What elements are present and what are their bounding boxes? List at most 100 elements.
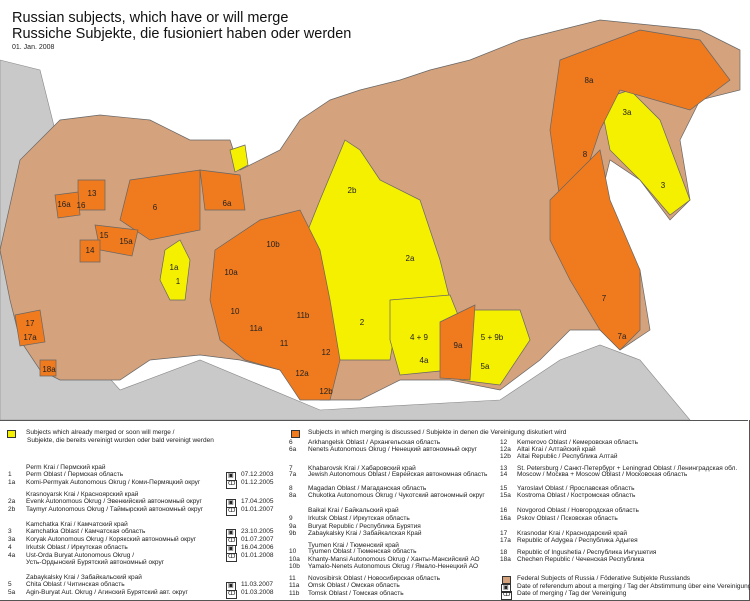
subject-number: 2a [8, 498, 16, 506]
subject-number: 9a [289, 523, 297, 530]
map-label: 12 [322, 348, 331, 357]
map-label: 7a [618, 332, 627, 341]
subject-number: 4 [8, 544, 12, 551]
subject-number: 13 [500, 465, 508, 472]
merged-swatch [7, 430, 16, 438]
subject-number: 2b [8, 505, 16, 513]
region-western-siberia [209, 209, 341, 401]
group-header: Kamchatka Krai / Камчатский край [26, 521, 128, 528]
subject-number: 12a [500, 446, 511, 453]
map-label: 15 [100, 231, 109, 240]
subject-name: Ust-Orda Buryat Autonomous Okrug / [26, 551, 135, 559]
map-label: 18a [42, 365, 56, 374]
referendum-date: 17.04.2005 [241, 498, 274, 506]
region-khabarovsk [549, 149, 641, 351]
map-label: 1 [176, 277, 181, 286]
region-nenets [199, 169, 246, 211]
subject-name: St. Petersburg / Санкт-Петербург + Lenin… [517, 465, 738, 472]
subject-name: Republic of Adygea / Республика Адыгея [517, 537, 638, 544]
subject-name: Taymyr Autonomous Okrug / Таймырский авт… [26, 505, 204, 513]
subject-number: 18 [500, 549, 508, 556]
russia-map: 1a 1 2b 2a 2 4 + 9 4a 5 + 9b 5a 9a 3a 3 … [0, 19, 741, 420]
subject-name: Perm Oblast / Пермская область [26, 471, 124, 479]
map-label: 6 [153, 203, 158, 212]
subject-number: 6a [289, 446, 297, 453]
map-label: 17 [26, 319, 35, 328]
subject-name: Zabaykalsky Krai / Забайкалская Край [308, 530, 422, 537]
subject-number: 7 [289, 465, 293, 472]
subject-number: 7a [289, 471, 297, 478]
referendum-date: 07.12.2003 [241, 471, 274, 479]
group-header: Perm Krai / Пермский край [26, 464, 106, 471]
map-label: 16 [77, 201, 86, 210]
map-label: 12b [319, 387, 333, 396]
subject-name: Kamchatka Oblast / Камчатская область [26, 528, 146, 536]
subject-name: Tomsk Oblast / Томская область [308, 590, 404, 597]
subject-name: Novosibirsk Oblast / Новосибирская облас… [308, 575, 440, 582]
region-magadan-chukotka [549, 29, 731, 201]
subject-number: 11a [289, 582, 300, 589]
title-english: Russian subjects, which have or will mer… [12, 10, 289, 26]
map-label: 12a [295, 369, 309, 378]
map-label: 1a [170, 263, 179, 272]
subject-number: 12 [500, 439, 508, 446]
subject-number: 5 [8, 581, 12, 589]
subject-number: 10 [289, 548, 297, 555]
group-header: Zabaykalsky Krai / Забайкальский край [26, 574, 142, 581]
region-kamchatka [599, 89, 691, 216]
map-date: 01. Jan. 2008 [12, 44, 55, 51]
subject-name: Omsk Oblast / Омская область [308, 582, 400, 589]
subject-number: 17a [500, 537, 511, 544]
subject-name: Baikal Krai / Байкальский край [308, 507, 399, 514]
map-label: 17a [23, 333, 37, 342]
subject-number: 12b [500, 453, 511, 460]
region-novgorod-pskov [54, 191, 81, 219]
map-label: 3 [661, 181, 666, 190]
subject-name: Chita Oblast / Читинская область [26, 581, 125, 589]
subject-name: Tyumen Krai / Тюменский край [308, 542, 399, 549]
key-referendum: Date of referendum about a merging / Tag… [517, 583, 750, 590]
map-label: 13 [88, 189, 97, 198]
subject-number: 16 [500, 507, 508, 514]
map-label: 11a [250, 324, 263, 333]
referendum-date: 16.04.2006 [241, 544, 274, 551]
subject-number: 14 [500, 471, 508, 478]
subject-number: 17 [500, 530, 508, 537]
subject-name: Krasnodar Krai / Краснодарский край [517, 530, 627, 537]
title-german: Russiche Subjekte, die fusioniert haben … [12, 26, 352, 42]
map-label: 5 + 9b [481, 333, 504, 342]
subject-name: Khanty-Mansi Autonomous Okrug / Ханты-Ма… [308, 556, 480, 563]
rings-icon: ↀ [501, 591, 513, 600]
subject-number: 8 [289, 485, 293, 492]
map-label: 2b [348, 186, 357, 195]
subject-number: 16a [500, 515, 511, 522]
subject-number: 10b [289, 563, 300, 570]
referendum-date: 23.10.2005 [241, 528, 274, 536]
rings-icon: ↀ [226, 590, 238, 600]
map-label: 8 [583, 150, 588, 159]
subject-number: 18a [500, 556, 511, 563]
key-merging: Date of merging / Tag der Vereinigung [517, 590, 627, 597]
subject-number: 10a [289, 556, 300, 563]
region-arkhangelsk [119, 169, 201, 241]
merging-date: 01.01.2007 [241, 506, 274, 514]
subject-number: 8a [289, 492, 297, 499]
map-label: 5a [481, 362, 490, 371]
subject-name: Jewish Autonomous Oblast / Еврейская авт… [308, 471, 488, 478]
key-federal: Federal Subjects of Russia / Föderative … [517, 575, 691, 582]
subject-name: Tyumen Oblast / Тюменская область [308, 548, 417, 555]
map-label: 10b [266, 240, 280, 249]
subject-name: Nenets Autonomous Okrug / Ненецкий автон… [308, 446, 478, 453]
subject-number: 11b [289, 590, 300, 597]
region-chechnya [39, 359, 57, 377]
merged-heading: Subjekte, die bereits vereinigt wurden o… [27, 437, 214, 444]
map-label: 16a [57, 200, 71, 209]
subject-name: Altai Krai / Алтайский край [517, 446, 596, 453]
subject-name: Moscow / Москва + Moscow Oblast / Москов… [517, 471, 688, 478]
region-perm [159, 239, 191, 301]
subject-number: 15a [500, 492, 511, 499]
subject-name: Kostroma Oblast / Костромская область [517, 492, 636, 499]
rings-icon: ↀ [226, 507, 238, 517]
subject-number: 15 [500, 485, 508, 492]
map-label: 7 [602, 294, 607, 303]
